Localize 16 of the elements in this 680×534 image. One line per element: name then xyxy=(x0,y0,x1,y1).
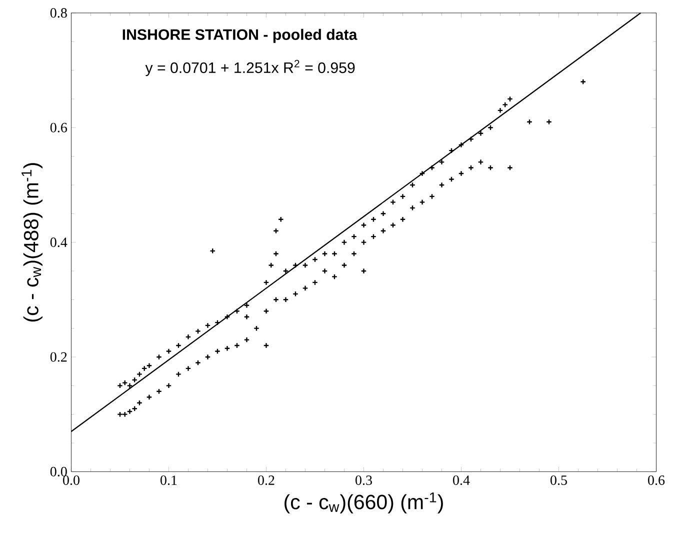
x-tick-label: 0.0 xyxy=(63,475,80,485)
annotation: INSHORE STATION - pooled data xyxy=(122,28,358,43)
y-tick-label: 0.8 xyxy=(50,8,67,18)
x-tick-label: 0.1 xyxy=(160,475,177,485)
y-tick-label: 0.4 xyxy=(50,237,68,247)
annotation: y = 0.0701 + 1.251x R$^{2}$ = 0.959 xyxy=(145,60,355,76)
x-tick-label: 0.3 xyxy=(356,475,372,485)
y-tick-label: 0.0 xyxy=(50,466,67,476)
x-tick-label: 0.4 xyxy=(453,475,470,485)
x-tick-label: 0.5 xyxy=(550,475,567,485)
y-tick-label: 0.2 xyxy=(50,352,67,362)
y-tick-label: 0.6 xyxy=(50,122,68,132)
x-axis-title: (c - c$_{w}$)(660) (m$^{-1}$) xyxy=(284,492,443,514)
x-tick-label: 0.6 xyxy=(648,475,665,485)
x-tick-label: 0.2 xyxy=(258,475,274,485)
y-axis-title: (c - c$_{w}$)(488) (m$^{-1}$) xyxy=(22,162,42,322)
